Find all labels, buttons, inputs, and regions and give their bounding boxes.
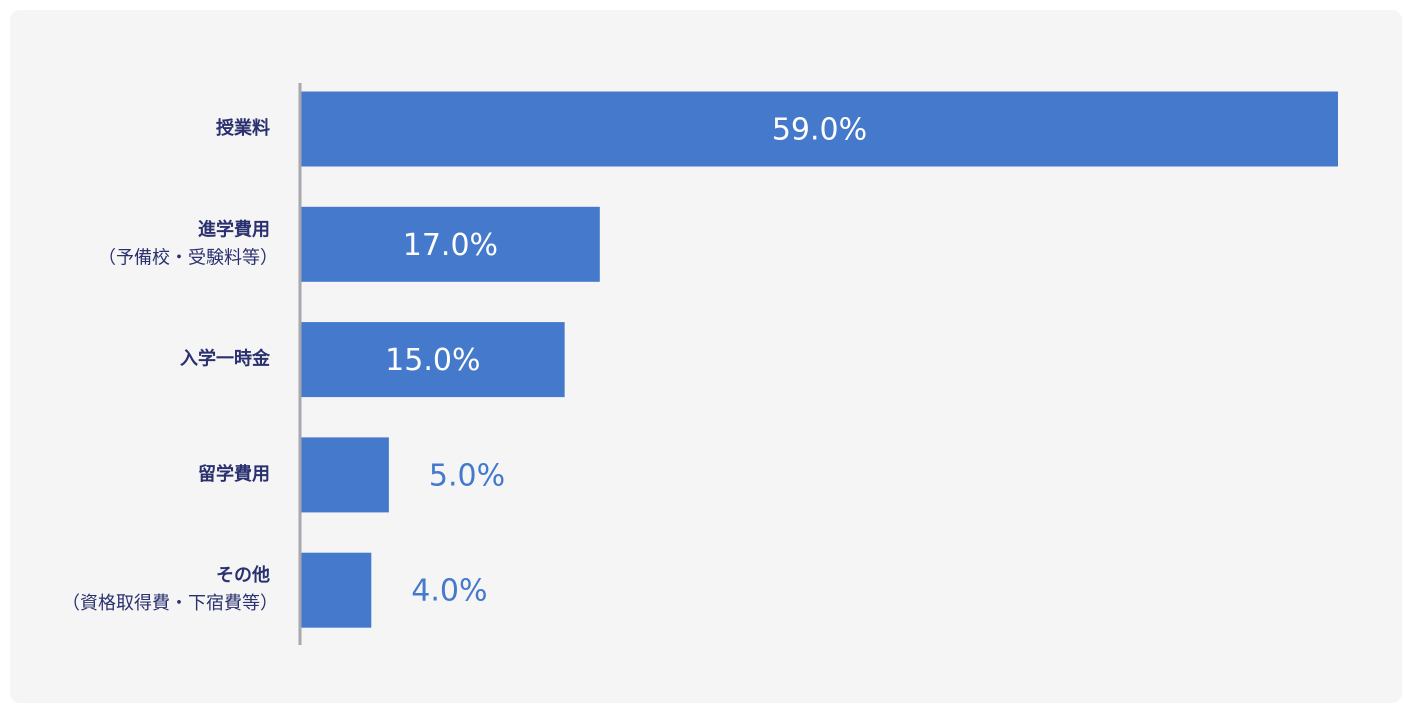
panel (10, 10, 1402, 703)
value-label: 59.0% (772, 113, 867, 148)
bar (301, 552, 372, 628)
category-label: その他 (216, 564, 270, 586)
bar (301, 91, 1338, 167)
category-label: 入学一時金 (180, 348, 271, 370)
bar (301, 322, 565, 398)
value-label: 15.0% (385, 343, 480, 378)
category-label: 留学費用 (198, 463, 270, 485)
value-label: 17.0% (403, 228, 498, 263)
bar (301, 437, 389, 513)
value-label: 4.0% (411, 574, 487, 609)
bar (301, 206, 600, 282)
category-label: 進学費用 (198, 218, 270, 240)
category-label: （予備校・受験料等） (98, 247, 278, 268)
category-label: （資格取得費・下宿費等） (62, 593, 278, 614)
category-label: 授業料 (216, 117, 270, 139)
value-label: 5.0% (429, 458, 505, 493)
